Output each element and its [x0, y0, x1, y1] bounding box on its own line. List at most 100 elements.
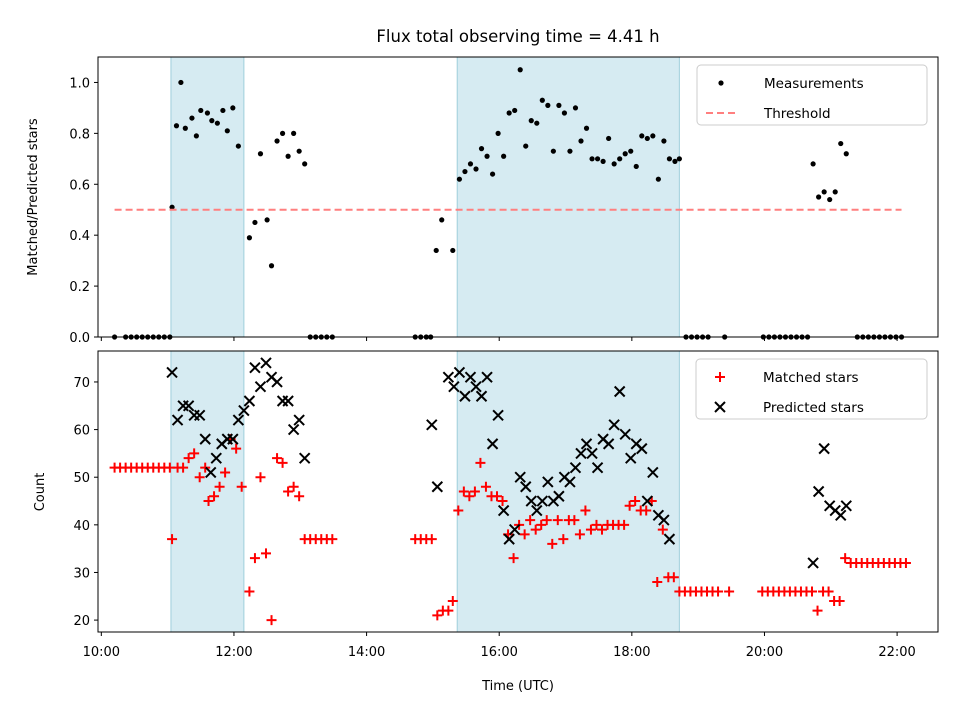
measurement-point [606, 135, 612, 142]
measurement-point [843, 151, 849, 157]
predicted-stars-point [553, 490, 565, 502]
measurement-point [478, 146, 485, 152]
measurement-point [567, 148, 573, 154]
measurement-point [600, 158, 606, 164]
measurement-point [545, 102, 551, 108]
predicted-stars-point [254, 381, 267, 393]
matched-stars-point [249, 553, 260, 564]
measurement-point [224, 128, 230, 134]
measurement-point [264, 217, 270, 223]
matched-stars-point [189, 448, 200, 459]
matched-stars-point [475, 457, 486, 468]
matched-stars-point [288, 481, 299, 492]
measurement-point [285, 153, 291, 159]
measurement-point [821, 189, 827, 195]
measurement-point [214, 120, 220, 126]
x-tick-label: 18:00 [613, 645, 650, 660]
bottom-y-tick-label: 60 [73, 424, 90, 439]
predicted-stars-point [470, 381, 482, 393]
legend-label: Measurements [764, 76, 864, 92]
bottom-panel: 20 30 40 50 60 70 10:00 12:00 14:00 16:00 18:00 20… [33, 350, 939, 694]
measurement-point [810, 161, 816, 167]
measurement-point [676, 156, 682, 162]
matched-stars-point [807, 586, 817, 597]
predicted-stars-point [508, 523, 521, 536]
measurement-point [246, 235, 253, 241]
measurement-point [501, 153, 507, 159]
matched-stars-point [458, 486, 469, 497]
matched-stars-point [464, 491, 475, 502]
predicted-stars-point [608, 419, 620, 431]
bottom-y-tick-label: 40 [73, 519, 90, 534]
predicted-stars-point [602, 438, 615, 450]
predicted-stars-point [249, 361, 261, 374]
measurement-point [433, 247, 439, 254]
measurement-point [274, 138, 280, 144]
measurement-point [169, 204, 175, 210]
predicted-stars-point [276, 395, 289, 407]
measurement-point [439, 217, 445, 223]
matched-stars-point [277, 457, 288, 468]
matched-stars-point [552, 515, 563, 526]
predicted-stars-point [486, 438, 499, 450]
predicted-stars-point [835, 509, 847, 522]
predicted-stars-point [625, 452, 637, 464]
predicted-stars-point [531, 504, 543, 517]
predicted-stars-point [171, 414, 184, 426]
measurement-point [517, 67, 523, 73]
measurement-point [506, 110, 512, 116]
bottom-highlight-span [456, 350, 680, 633]
predicted-stars-point [575, 447, 587, 460]
matched-stars-point [272, 453, 283, 464]
measurement-point [589, 156, 595, 162]
matched-stars-point [547, 538, 558, 549]
measurement-point [462, 168, 468, 175]
top-y-tick-label: 0.4 [69, 229, 90, 244]
measurement-point [173, 123, 180, 129]
matched-stars-point [530, 524, 541, 535]
measurement-point [484, 153, 490, 159]
matched-stars-point [597, 524, 607, 535]
bottom-y-tick-label: 30 [73, 566, 90, 581]
predicted-stars-point [503, 533, 515, 545]
matched-stars-point [255, 472, 266, 483]
measurement-point [489, 171, 496, 177]
predicted-stars-point [182, 400, 195, 412]
matched-stars-point [652, 576, 663, 587]
measurement-point [512, 107, 518, 114]
measurement-point [633, 163, 639, 170]
x-axis-label: Time (UTC) [481, 679, 554, 694]
matched-stars-point [519, 529, 530, 540]
predicted-stars-point [818, 442, 830, 455]
measurement-point [816, 194, 822, 200]
predicted-stars-point [199, 433, 211, 445]
top-y-tick-label: 1.0 [69, 76, 90, 91]
matched-stars-point [630, 496, 641, 507]
predicted-stars-point [282, 395, 294, 407]
matched-stars-point [220, 467, 231, 478]
matched-stars-point [167, 534, 178, 545]
bottom-plot-frame [97, 350, 939, 633]
measurement-point [639, 133, 645, 139]
measurement-point [235, 143, 241, 149]
top-plot-frame [97, 56, 939, 338]
measurement-point [655, 176, 661, 182]
predicted-stars-point [497, 504, 510, 517]
measurement-point [583, 125, 590, 131]
predicted-stars-point [271, 376, 283, 388]
matched-stars-point [624, 500, 635, 511]
legend-label: Predicted stars [763, 400, 864, 416]
matched-stars-point [619, 519, 630, 530]
predicted-stars-point [210, 452, 222, 464]
predicted-stars-point [641, 495, 654, 507]
matched-stars-point [508, 553, 519, 564]
measurement-point [182, 125, 188, 131]
matched-stars-point [236, 481, 247, 492]
predicted-stars-point [464, 371, 477, 383]
matched-stars-point [426, 534, 437, 545]
predicted-stars-point [426, 419, 438, 431]
matched-stars-point [541, 515, 552, 526]
legend-matched-swatch [715, 372, 725, 382]
matched-stars-point [183, 453, 194, 464]
x-tick-label: 14:00 [348, 645, 385, 660]
